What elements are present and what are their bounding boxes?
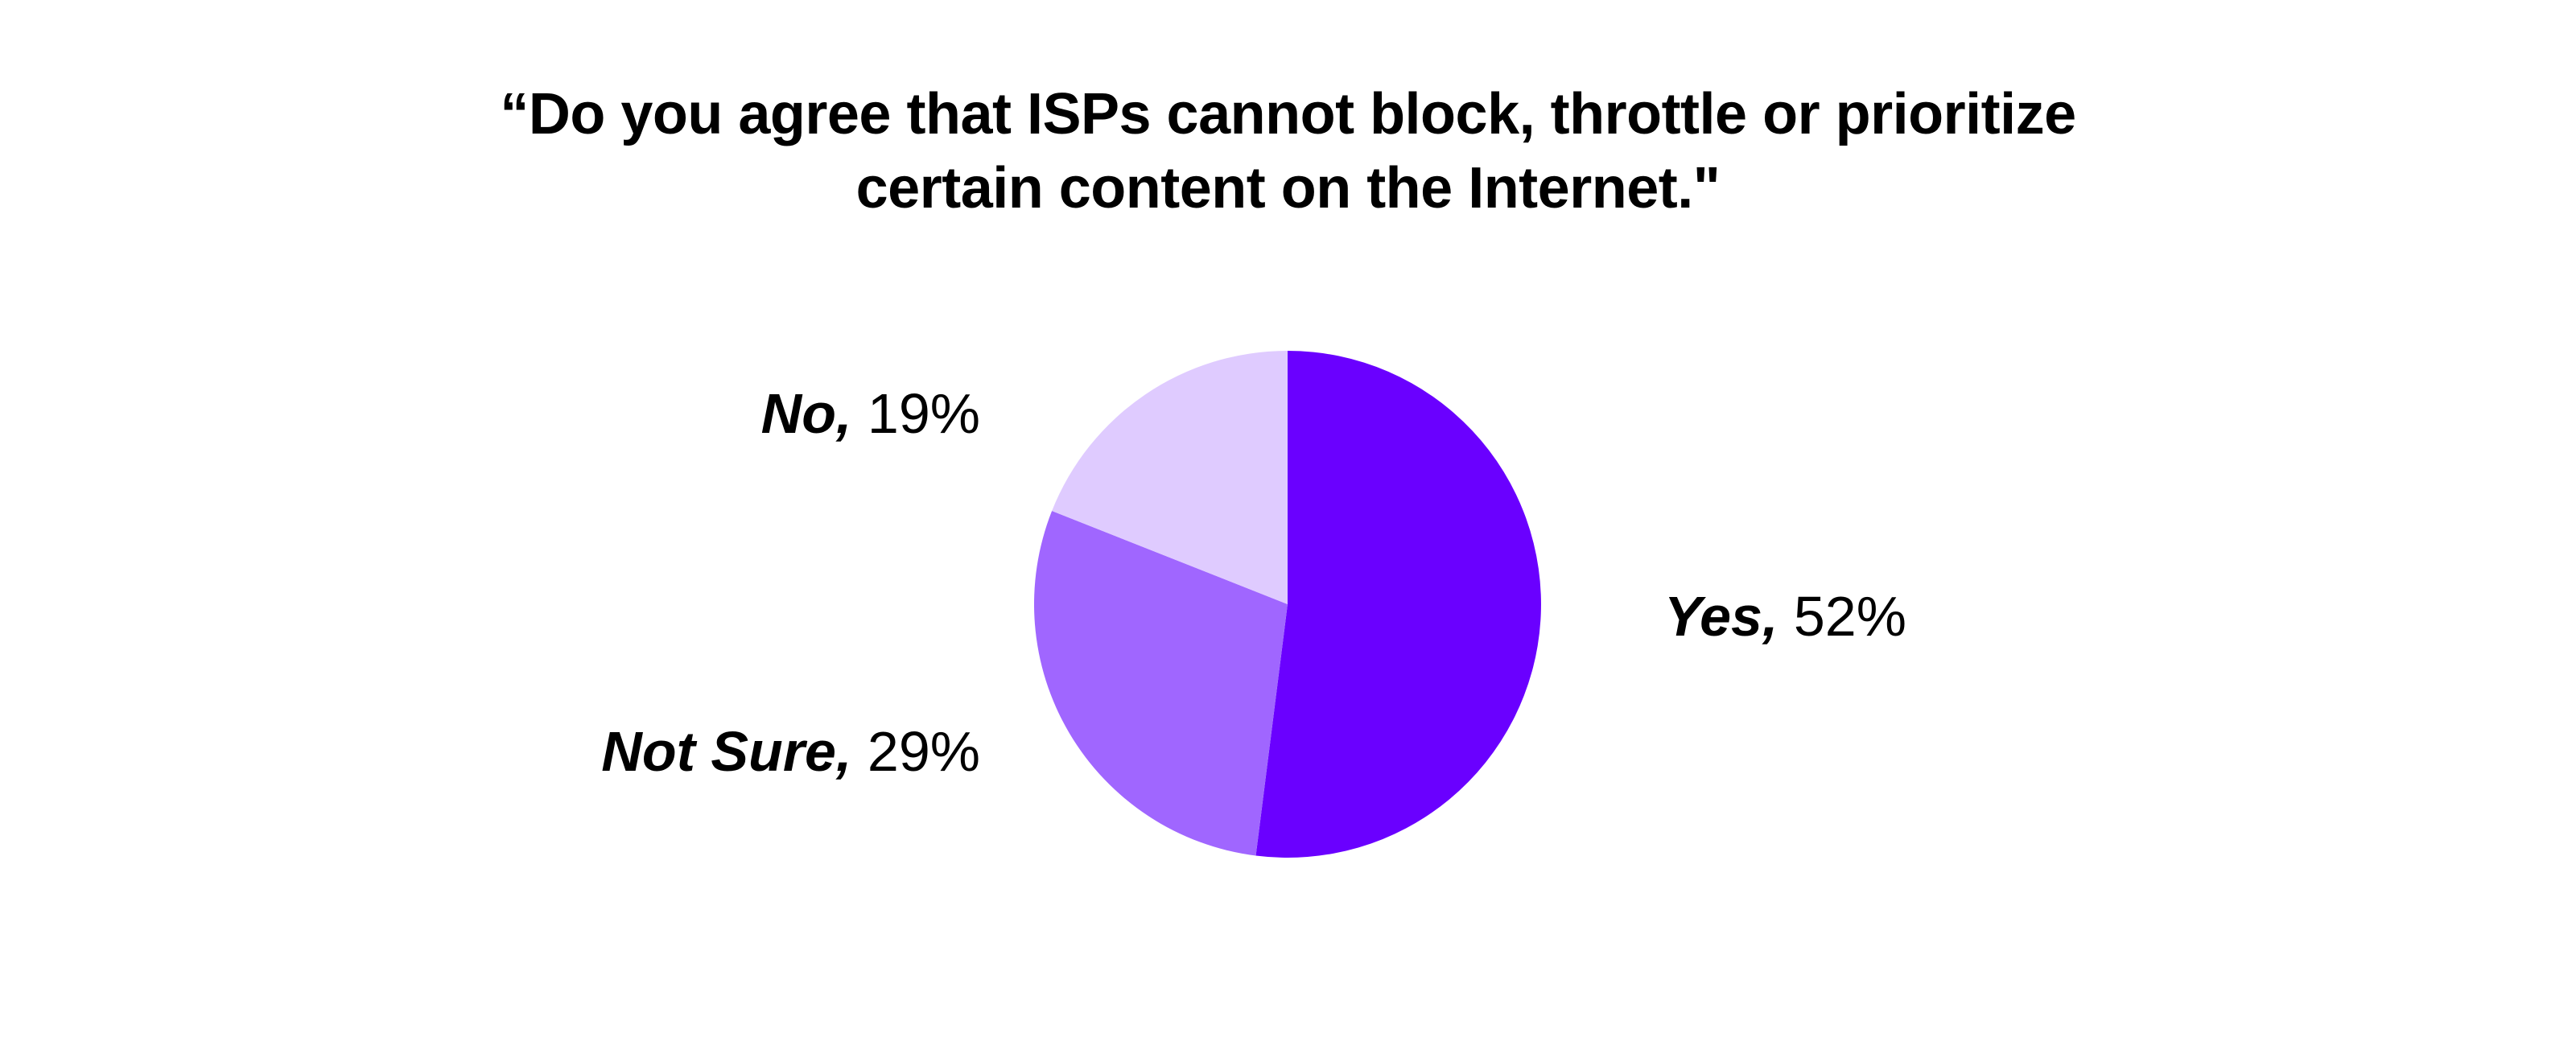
pie-slices	[1033, 351, 1541, 858]
pie-slice-no	[1052, 351, 1288, 604]
slice-label-no: No, 19%	[761, 382, 980, 445]
slice-label-name: No,	[761, 382, 852, 445]
slice-label-value: 52%	[1778, 585, 1906, 648]
pie-labels: Yes, 52% Not Sure, 29% No, 19%	[601, 382, 1906, 783]
slice-label-yes: Yes, 52%	[1664, 585, 1906, 648]
slice-label-name: Yes,	[1664, 585, 1778, 648]
chart-title-line-1: “Do you agree that ISPs cannot block, th…	[500, 82, 2076, 146]
slice-label-name: Not Sure,	[601, 720, 851, 783]
slice-label-value: 19%	[851, 382, 980, 445]
pie-slice-yes	[1255, 351, 1541, 858]
pie-slice-not-sure	[1033, 511, 1288, 856]
slice-label-value: 29%	[851, 720, 980, 783]
chart-title-line-2: certain content on the Internet."	[855, 156, 1721, 220]
slice-label-not-sure: Not Sure, 29%	[601, 720, 980, 783]
chart-title: “Do you agree that ISPs cannot block, th…	[0, 77, 2576, 225]
